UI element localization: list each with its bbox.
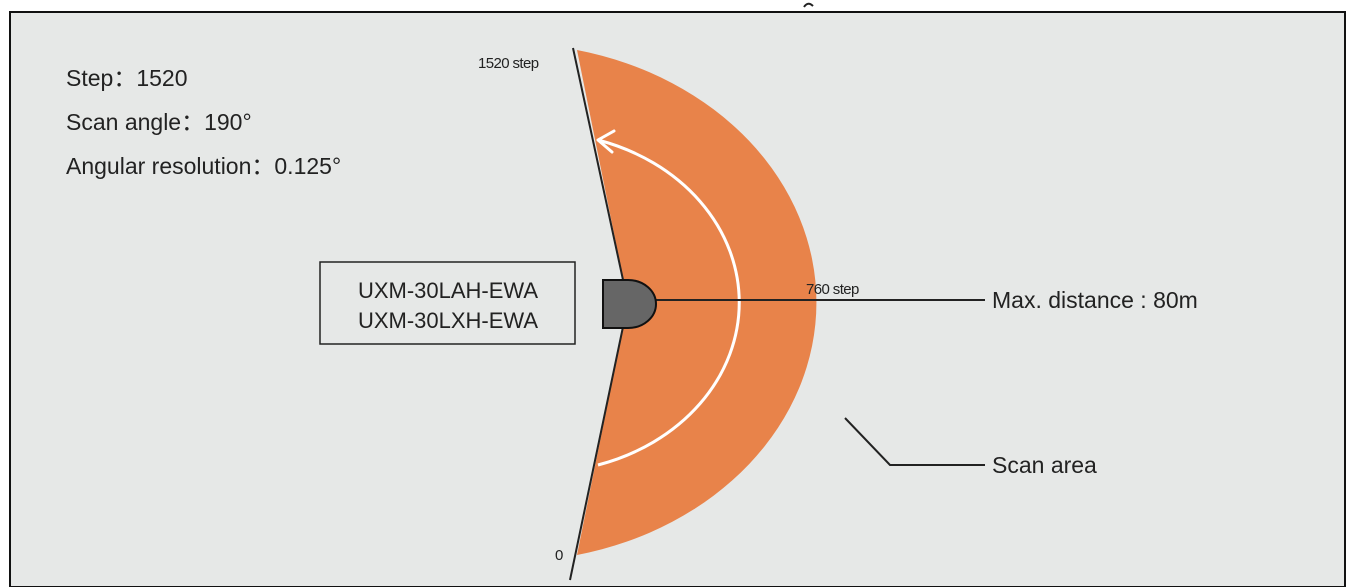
model-name-2: UXM-30LXH-EWA <box>358 308 538 333</box>
step-label-middle: 760 step <box>806 281 859 298</box>
scan-boundary-line-lower <box>569 302 629 581</box>
model-box <box>319 261 576 345</box>
spec-step: Step：1520 <box>66 65 187 91</box>
scan-area-leader-line <box>844 417 985 466</box>
scan-area-label: Scan area <box>992 452 1097 478</box>
model-name-1: UXM-30LAH-EWA <box>358 278 538 303</box>
curved-arrow-icon <box>596 129 616 154</box>
scan-boundary-line <box>572 47 629 304</box>
sensor-head-icon <box>602 279 657 329</box>
spec-angular-resolution: Angular resolution：0.125° <box>66 153 341 179</box>
max-distance-label: Max. distance : 80m <box>992 287 1198 313</box>
scan-area <box>577 50 817 555</box>
step-label-start: 0 <box>555 547 563 564</box>
step-label-end: 1520 step <box>478 55 539 72</box>
spec-scan-angle: Scan angle：190° <box>66 109 252 135</box>
title-fragment <box>803 2 814 8</box>
scan-direction-arc <box>597 138 741 467</box>
